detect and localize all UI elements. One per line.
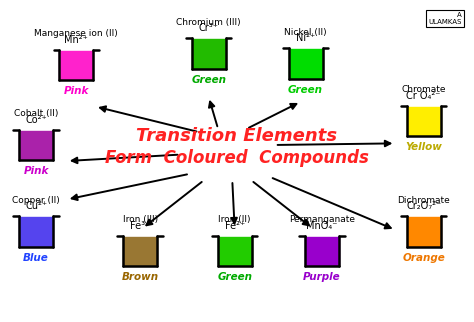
Text: Co²⁺: Co²⁺ (25, 115, 47, 125)
Polygon shape (19, 217, 53, 246)
Text: Green: Green (217, 272, 252, 282)
Text: Green: Green (288, 85, 323, 95)
Text: Form  Coloured  Compounds: Form Coloured Compounds (105, 149, 369, 167)
Text: Fe²⁺: Fe²⁺ (225, 221, 245, 231)
Text: Pink: Pink (23, 166, 49, 176)
Text: Mn²⁺: Mn²⁺ (64, 35, 88, 45)
Text: Yellow: Yellow (405, 142, 442, 152)
Text: Ni²⁺: Ni²⁺ (296, 33, 315, 43)
Polygon shape (218, 237, 252, 265)
Text: Dichromate: Dichromate (397, 196, 450, 205)
Text: Cu²⁺: Cu²⁺ (25, 201, 47, 211)
Text: A
ULAMKAS: A ULAMKAS (428, 12, 462, 25)
Text: Cobalt (II): Cobalt (II) (14, 109, 58, 118)
Text: Iron (III): Iron (III) (123, 215, 158, 224)
Text: Purple: Purple (303, 272, 341, 282)
Text: Transition Elements: Transition Elements (137, 127, 337, 145)
Text: Iron (II): Iron (II) (219, 215, 251, 224)
Text: Pink: Pink (64, 86, 89, 96)
Polygon shape (407, 217, 441, 246)
Text: Blue: Blue (23, 253, 49, 263)
Text: Chromate: Chromate (401, 85, 446, 94)
Text: Green: Green (191, 75, 226, 85)
Polygon shape (123, 237, 157, 265)
Text: Permanganate: Permanganate (289, 215, 355, 224)
Text: Fe³⁺: Fe³⁺ (130, 221, 150, 231)
Polygon shape (191, 39, 226, 68)
Text: Cr₂O₇²⁻: Cr₂O₇²⁻ (406, 201, 441, 211)
Text: Cr³⁺: Cr³⁺ (199, 24, 219, 33)
Text: Cr O₄²⁻: Cr O₄²⁻ (407, 91, 441, 101)
Text: Copper (II): Copper (II) (12, 196, 60, 205)
Polygon shape (407, 107, 441, 135)
Text: Manganese ion (II): Manganese ion (II) (35, 29, 118, 38)
Polygon shape (19, 131, 53, 159)
Text: Brown: Brown (121, 272, 159, 282)
Text: MnO₄⁻: MnO₄⁻ (306, 221, 338, 231)
Text: Chromium (III): Chromium (III) (176, 18, 241, 27)
Polygon shape (305, 237, 339, 265)
Text: Orange: Orange (402, 253, 445, 263)
Text: Nickel (II): Nickel (II) (284, 28, 327, 37)
Polygon shape (59, 51, 93, 79)
Polygon shape (289, 49, 322, 78)
